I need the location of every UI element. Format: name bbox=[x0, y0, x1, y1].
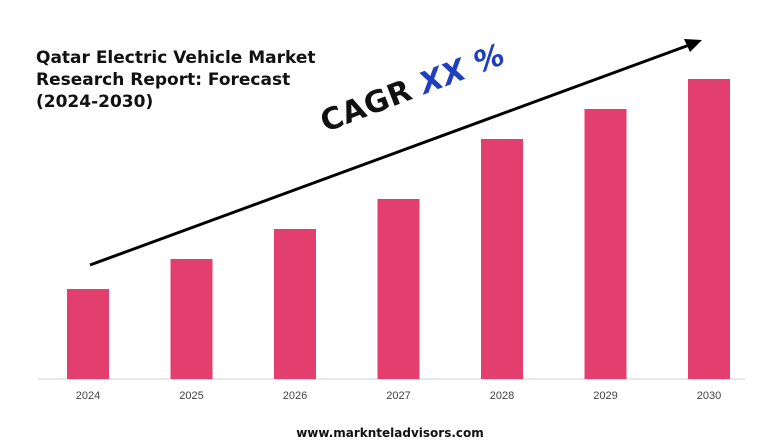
title-line-1: Qatar Electric Vehicle Market bbox=[36, 48, 316, 68]
bar-2024 bbox=[67, 289, 109, 379]
title-line-3: (2024-2030) bbox=[36, 92, 154, 112]
arrow-head-icon bbox=[684, 39, 702, 52]
footer-website: www.marknteladvisors.com bbox=[296, 426, 484, 440]
x-tick-label-2027: 2027 bbox=[386, 390, 410, 402]
x-tick-labels: 2024 2025 2026 2027 2028 2029 2030 bbox=[76, 390, 721, 402]
bar-2028 bbox=[481, 139, 523, 379]
bar-2029 bbox=[584, 109, 627, 379]
x-tick-label-2030: 2030 bbox=[697, 390, 721, 402]
growth-arrow bbox=[89, 39, 702, 267]
growth-arrow-line bbox=[89, 42, 693, 267]
title-line-2: Research Report: Forecast bbox=[36, 70, 291, 90]
x-tick-label-2028: 2028 bbox=[490, 390, 514, 402]
bar-2030 bbox=[688, 79, 730, 379]
x-tick-label-2026: 2026 bbox=[283, 390, 307, 402]
x-tick-label-2024: 2024 bbox=[76, 390, 100, 402]
chart-title: Qatar Electric Vehicle Market Research R… bbox=[36, 47, 336, 113]
x-tick-label-2025: 2025 bbox=[179, 390, 203, 402]
bar-2025 bbox=[170, 259, 213, 379]
bar-2027 bbox=[377, 199, 420, 379]
bar-2026 bbox=[274, 229, 316, 379]
bars-group bbox=[67, 79, 730, 379]
x-tick-label-2029: 2029 bbox=[593, 390, 617, 402]
